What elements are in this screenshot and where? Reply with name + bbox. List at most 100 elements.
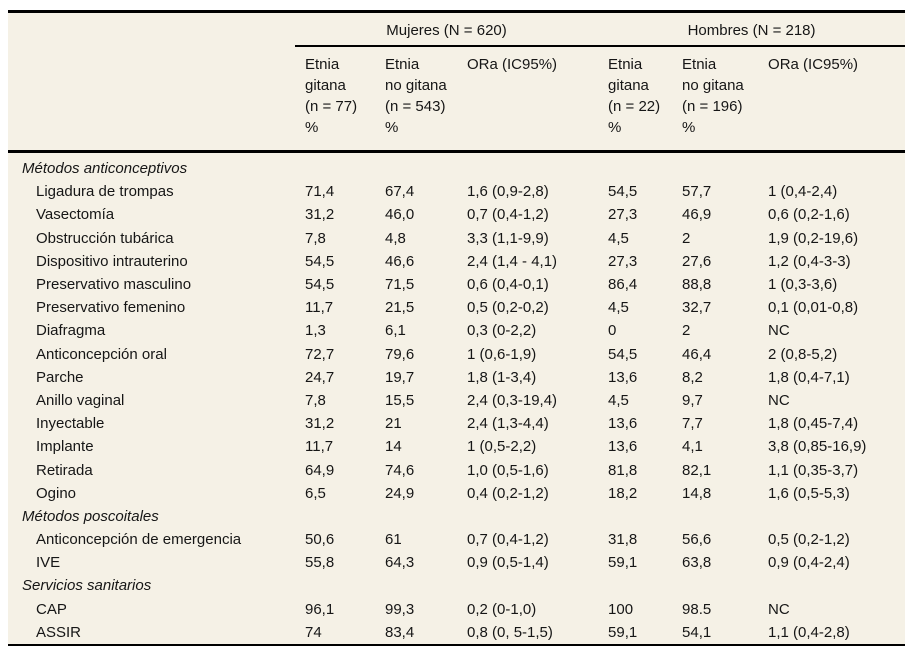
cell: NC	[768, 322, 790, 340]
row-label: Inyectable	[36, 415, 105, 433]
cell: 0,3 (0-2,2)	[467, 322, 537, 340]
cell: 0,8 (0, 5-1,5)	[467, 623, 553, 641]
cell: 83,4	[385, 623, 415, 641]
column-header-line: gitana	[305, 77, 346, 94]
cell	[758, 574, 905, 597]
cell: NC	[768, 391, 790, 409]
cell: 31,2	[305, 415, 335, 433]
cell: 63,8	[682, 554, 712, 572]
row-label: Dispositivo intrauterino	[36, 252, 188, 270]
table-row: Retirada 64,9 74,6 1,0 (0,5-1,6) 81,8 82,1 1,1…	[8, 458, 905, 481]
cell: 1,1 (0,4-2,8)	[768, 623, 850, 641]
section-row: Servicios sanitarios	[8, 574, 905, 597]
cell: 0,7 (0,4-1,2)	[467, 531, 549, 549]
cell: 1,6 (0,9-2,8)	[467, 183, 549, 201]
cell: 1,6 (0,5-5,3)	[768, 484, 850, 502]
table-row: ASSIR 74 83,4 0,8 (0, 5-1,5) 59,1 54,1 1,1 (0,…	[8, 621, 905, 644]
cell: 31,2	[305, 206, 335, 224]
cell	[457, 505, 598, 528]
cell: 0	[608, 322, 617, 340]
cell: 0,9 (0,5-1,4)	[467, 554, 549, 572]
cell: 11,7	[305, 299, 334, 317]
cell: 71,5	[385, 276, 415, 294]
cell: 79,6	[385, 345, 415, 363]
row-label: Anticoncepción oral	[36, 345, 167, 363]
cell: 0,2 (0-1,0)	[467, 600, 537, 618]
column-header-line: (n = 77)	[305, 98, 358, 115]
cell: 21,5	[385, 299, 415, 317]
cell: 100	[608, 600, 634, 618]
row-label: Anillo vaginal	[36, 391, 125, 409]
cell: 8,2	[682, 368, 703, 386]
cell: 59,1	[608, 554, 638, 572]
cell: 4,1	[682, 438, 703, 456]
cell: 7,8	[305, 391, 326, 409]
cell: NC	[768, 600, 790, 618]
cell: 1,2 (0,4-3-3)	[768, 252, 851, 270]
cell: 14,8	[682, 484, 712, 502]
cell: 32,7	[682, 299, 712, 317]
cell: 0,9 (0,4-2,4)	[768, 554, 850, 572]
column-header-line: no gitana	[682, 77, 744, 94]
row-label: Métodos anticonceptivos	[22, 160, 188, 178]
cell: 0,7 (0,4-1,2)	[467, 206, 549, 224]
column-header-line: Etnia	[385, 56, 420, 73]
table-row: Anillo vaginal 7,8 15,5 2,4 (0,3-19,4) 4,5 9,…	[8, 389, 905, 412]
row-label: Servicios sanitarios	[22, 577, 152, 595]
cell: 0,6 (0,2-1,6)	[768, 206, 850, 224]
results-table-panel: Mujeres (N = 620) Hombres (N = 218) Etni…	[8, 10, 906, 646]
cell: 81,8	[608, 461, 638, 479]
column-header-etnia-gitana-hombres: Etnia gitana (n = 22) %	[598, 46, 673, 153]
table-row: Preservativo masculino 54,5 71,5 0,6 (0,4-0…	[8, 273, 905, 296]
table-row: Anticoncepción oral 72,7 79,6 1 (0,6-1,9) 54…	[8, 343, 905, 366]
table-row: Parche 24,7 19,7 1,8 (1-3,4) 13,6 8,2 1,8 (0,4…	[8, 366, 905, 389]
row-label: Métodos poscoitales	[22, 507, 159, 525]
row-label: Obstrucción tubárica	[36, 229, 174, 247]
cell: 54,1	[682, 623, 712, 641]
cell: 71,4	[305, 183, 335, 201]
column-header-line: (n = 196)	[682, 98, 743, 115]
row-label: Retirada	[36, 461, 93, 479]
cell: 19,7	[385, 368, 415, 386]
cell: 46,0	[385, 206, 415, 224]
cell	[598, 152, 672, 181]
cell	[295, 505, 375, 528]
cell: 0,1 (0,01-0,8)	[768, 299, 859, 317]
column-header-line: Etnia	[682, 56, 717, 73]
cell: 3,3 (1,1-9,9)	[467, 229, 549, 247]
cell: 0,5 (0,2-0,2)	[467, 299, 549, 317]
cell: 1 (0,4-2,4)	[768, 183, 838, 201]
cell	[672, 574, 758, 597]
cell: 1,1 (0,35-3,7)	[768, 461, 859, 479]
cell: 4,5	[608, 229, 629, 247]
cell	[375, 152, 457, 181]
results-table: Mujeres (N = 620) Hombres (N = 218) Etni…	[8, 13, 906, 644]
cell: 7,8	[305, 229, 326, 247]
row-label: IVE	[36, 554, 61, 572]
cell: 72,7	[305, 345, 335, 363]
row-label: Preservativo femenino	[36, 299, 186, 317]
column-header-line: no gitana	[385, 77, 447, 94]
cell: 6,1	[385, 322, 406, 340]
cell: 57,7	[682, 183, 712, 201]
row-label: CAP	[36, 600, 67, 618]
cell: 1,8 (0,45-7,4)	[768, 415, 859, 433]
cell: 54,5	[305, 276, 335, 294]
cell: 74	[305, 623, 322, 641]
column-header-label	[8, 46, 295, 153]
cell: 86,4	[608, 276, 638, 294]
column-header-etnia-no-gitana-hombres: Etnia no gitana (n = 196) %	[672, 46, 759, 153]
cell: 46,6	[385, 252, 415, 270]
cell: 0,4 (0,2-1,2)	[467, 484, 549, 502]
cell: 27,3	[608, 206, 638, 224]
cell: 4,5	[608, 391, 629, 409]
cell: 31,8	[608, 531, 638, 549]
cell: 24,9	[385, 484, 415, 502]
cell: 64,9	[305, 461, 335, 479]
cell: 1 (0,6-1,9)	[467, 345, 537, 363]
cell: 6,5	[305, 484, 326, 502]
cell: 27,3	[608, 252, 638, 270]
column-header-line: Etnia	[608, 56, 643, 73]
cell: 18,2	[608, 484, 638, 502]
table-row: Vasectomía 31,2 46,0 0,7 (0,4-1,2) 27,3 46,9 0…	[8, 203, 905, 226]
